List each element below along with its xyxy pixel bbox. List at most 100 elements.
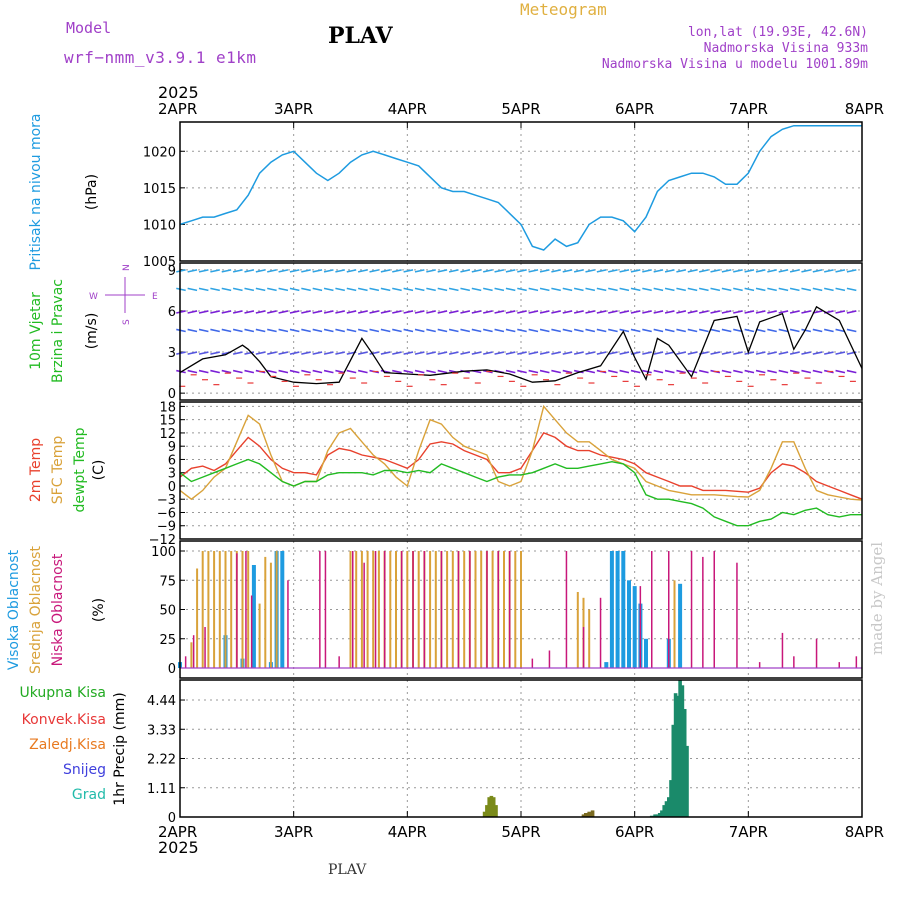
mid-cloud-bar — [673, 580, 676, 669]
low-cloud-bar — [383, 551, 386, 668]
wind-arrow — [767, 328, 777, 333]
wind-arrow — [824, 351, 834, 355]
wind-arrow — [528, 287, 539, 292]
low-cloud-bar — [236, 553, 238, 668]
wind-arrow — [267, 269, 277, 273]
wind-arrow — [789, 351, 800, 355]
y-tick-label: 1005 — [143, 255, 176, 270]
wind-arrow — [585, 369, 596, 374]
wind-arrow — [517, 351, 527, 355]
wind-arrow — [494, 269, 505, 273]
x-tick-label-bottom: 4APR — [388, 823, 427, 841]
compass-w: W — [89, 292, 98, 302]
model-altitude-text: Nadmorska Visina u modelu 1001.89m — [601, 57, 868, 72]
low-cloud-bar — [204, 627, 206, 668]
wind-arrow — [312, 269, 323, 273]
wind-arrow — [278, 310, 289, 314]
wind-arrow — [232, 351, 243, 355]
wind-arrow — [426, 369, 436, 374]
low-cloud-bar — [565, 551, 568, 668]
wind-arrow — [744, 287, 755, 292]
precip-legend-item: Snijeg — [63, 762, 106, 778]
precip-unit-label: 1hr Precip (mm) — [112, 692, 128, 805]
wind-arrow — [460, 287, 471, 292]
wind-arrow — [812, 310, 823, 314]
station-title: PLAV — [328, 23, 393, 49]
wind-arrow — [301, 310, 311, 314]
low-cloud-bar — [668, 551, 670, 668]
wind-arrow — [710, 328, 721, 333]
wind-arrow — [198, 310, 209, 314]
panel-frame — [179, 401, 863, 540]
wind-arrow — [517, 328, 527, 333]
wind-arrow — [221, 310, 232, 314]
model-name: wrf−nmm_v3.9.1 e1km — [64, 48, 257, 67]
wind-arrow — [471, 328, 482, 333]
wind-arrow — [335, 351, 345, 355]
y-tick-label: 3.33 — [147, 723, 176, 738]
y-tick-label: −6 — [157, 506, 176, 521]
wind-arrow — [846, 310, 857, 314]
y-tick-label: 15 — [159, 414, 176, 429]
wind-arrow — [755, 310, 766, 314]
wind-arrow — [528, 310, 539, 314]
wind-arrow — [210, 351, 220, 355]
wind-arrow — [301, 287, 311, 292]
low-cloud-bar — [400, 551, 403, 668]
wind-arrow — [664, 369, 675, 374]
low-cloud-bar — [855, 656, 858, 668]
wind-arrow — [630, 369, 641, 374]
precip-legend-item: Konvek.Kisa — [22, 712, 106, 728]
wind-arrow — [346, 269, 357, 273]
cloud-axis-label-3: Niska Oblacnost — [50, 553, 66, 666]
wind-arrow — [676, 269, 686, 273]
wind-arrow — [460, 328, 471, 333]
wind-arrow — [392, 269, 402, 273]
wind-arrow — [471, 310, 482, 314]
wind-arrow — [653, 287, 664, 292]
wind-arrow — [369, 287, 380, 292]
wind-arrow — [426, 269, 436, 273]
wind-arrow — [289, 369, 300, 374]
wind-arrow — [653, 310, 664, 314]
wind-arrow — [494, 328, 505, 333]
panel-frame — [179, 262, 863, 401]
wind-arrow — [619, 287, 630, 292]
mid-cloud-bar — [258, 603, 261, 668]
low-cloud-bar — [781, 632, 784, 668]
wind-arrow — [187, 269, 198, 273]
low-cloud-bar — [184, 656, 187, 668]
wind-arrow — [687, 328, 698, 333]
mid-cloud-bar — [463, 551, 466, 668]
wind-arrow — [448, 287, 459, 292]
precip-bar — [676, 695, 680, 817]
y-tick-label: 75 — [159, 574, 176, 589]
precip-bar — [685, 745, 689, 817]
wind-arrow — [676, 351, 686, 355]
wind-arrow — [403, 351, 414, 355]
wind-arrow — [596, 310, 607, 314]
y-tick-label: −12 — [149, 533, 176, 548]
wind-arrow — [721, 351, 732, 355]
wind-arrow — [471, 287, 482, 292]
low-cloud-bar — [639, 586, 642, 668]
wind-arrow — [562, 287, 573, 292]
wind-arrow — [323, 310, 334, 314]
wind-arrow — [346, 369, 357, 374]
coords-text: lon,lat (19.93E, 42.6N) — [687, 25, 868, 40]
wind-arrow — [619, 351, 630, 355]
y-tick-label: 9 — [168, 440, 176, 455]
high-cloud-bar — [609, 551, 614, 668]
wind-arrow — [573, 351, 584, 355]
wind-arrow — [619, 310, 630, 314]
wind-arrow — [278, 287, 289, 292]
wind-arrow — [642, 269, 652, 273]
wind-arrow — [653, 269, 664, 273]
wind-arrow — [437, 310, 448, 314]
wind-arrow — [392, 287, 402, 292]
wind-arrow — [801, 310, 812, 314]
precip-bar — [653, 814, 657, 817]
wind-arrow — [505, 287, 516, 292]
wind-arrow — [755, 351, 766, 355]
wind-arrow — [767, 310, 777, 314]
